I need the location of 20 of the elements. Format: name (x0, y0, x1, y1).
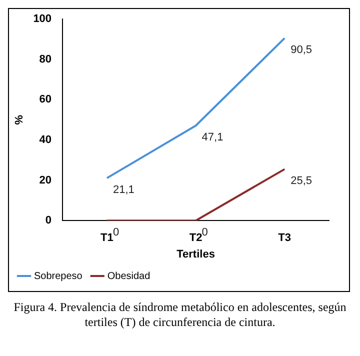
y-tick-label: 20 (39, 174, 52, 186)
y-axis-title: % (14, 114, 26, 125)
data-label: 21,1 (112, 184, 134, 196)
text: Figura 4. Prevalencia de síndrome metabólico en adolescentes, según tertiles (T) de circunferencia de cintura. (12, 300, 348, 330)
y-tick-label: 60 (39, 94, 52, 106)
x-tick-label: T1 (100, 232, 114, 244)
data-label: 47,1 (202, 132, 224, 144)
data-label: 0 (112, 226, 120, 239)
y-tick-label: 80 (39, 53, 52, 66)
legend-label: Obesidad (107, 270, 150, 282)
y-tick-label: 100 (33, 13, 52, 26)
data-label: 25,5 (290, 175, 312, 188)
legend-label: Sobrepeso (34, 270, 83, 282)
x-tick-label: T2 (189, 232, 202, 244)
y-tick-label: 40 (39, 134, 52, 146)
data-label: 90,5 (290, 44, 312, 56)
data-label: 0 (202, 226, 208, 239)
x-tick-label: T3 (278, 232, 292, 244)
x-axis-title: Tertiles (176, 248, 215, 260)
y-tick-label: 0 (45, 214, 52, 227)
